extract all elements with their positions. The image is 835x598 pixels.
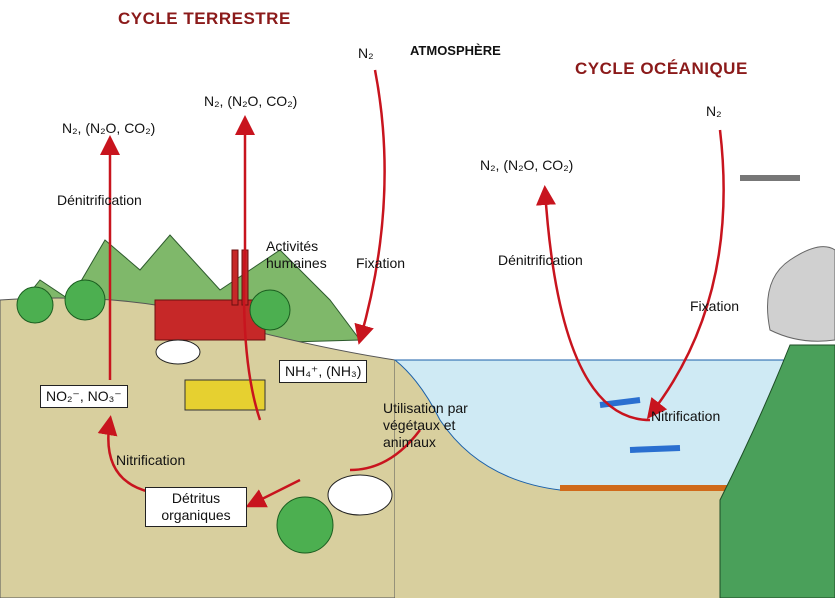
cow bbox=[156, 340, 200, 364]
process: Activités humaines bbox=[266, 238, 346, 272]
cow bbox=[328, 475, 392, 515]
diagram: CYCLE TERRESTRE ATMOSPHÈRE CYCLE OCÉANIQ… bbox=[0, 0, 835, 598]
compound: N₂, (N₂O, CO₂) bbox=[62, 120, 155, 137]
compound: N₂, (N₂O, CO₂) bbox=[204, 93, 297, 110]
process: Utilisation par végétaux et animaux bbox=[383, 400, 483, 451]
smoke bbox=[768, 247, 835, 342]
process: Nitrification bbox=[651, 408, 720, 425]
compound: N₂ bbox=[358, 45, 374, 62]
process: Fixation bbox=[690, 298, 739, 315]
compound: N₂, (N₂O, CO₂) bbox=[480, 157, 573, 174]
compound-box: NO₂⁻, NO₃⁻ bbox=[40, 385, 128, 408]
process: Dénitrification bbox=[498, 252, 583, 269]
compound-box: NH₄⁺, (NH₃) bbox=[279, 360, 367, 383]
process: Dénitrification bbox=[57, 192, 142, 209]
land bbox=[0, 298, 395, 598]
compound-box: Détritus organiques bbox=[145, 487, 247, 527]
header: CYCLE OCÉANIQUE bbox=[575, 60, 748, 77]
process: Fixation bbox=[356, 255, 405, 272]
process: Nitrification bbox=[116, 452, 185, 469]
compound: N₂ bbox=[706, 103, 722, 120]
header: CYCLE TERRESTRE bbox=[118, 10, 291, 27]
header: ATMOSPHÈRE bbox=[410, 42, 501, 59]
